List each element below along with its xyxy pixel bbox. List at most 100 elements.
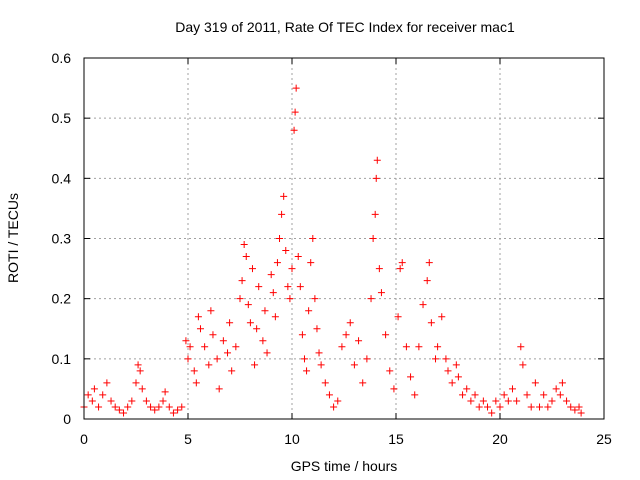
data-point bbox=[263, 349, 271, 357]
data-point bbox=[128, 397, 136, 405]
data-point bbox=[278, 210, 286, 218]
data-point bbox=[151, 406, 159, 414]
data-point bbox=[382, 331, 390, 339]
data-point bbox=[298, 331, 306, 339]
data-point bbox=[95, 403, 103, 411]
y-axis-label: ROTI / TECUs bbox=[5, 193, 21, 283]
data-point bbox=[311, 295, 319, 303]
data-point bbox=[309, 235, 317, 242]
data-point bbox=[363, 355, 371, 363]
data-point bbox=[540, 391, 548, 399]
data-point bbox=[459, 391, 467, 399]
data-point bbox=[284, 283, 292, 291]
y-tick-label: 0.2 bbox=[52, 291, 72, 307]
data-point bbox=[419, 301, 427, 309]
data-point bbox=[321, 379, 329, 387]
data-point bbox=[184, 355, 192, 363]
data-point bbox=[369, 235, 377, 242]
data-points bbox=[80, 84, 585, 417]
data-point bbox=[261, 307, 269, 315]
data-point bbox=[407, 373, 415, 381]
data-point bbox=[411, 391, 419, 399]
data-point bbox=[577, 409, 585, 417]
data-point bbox=[240, 241, 248, 249]
data-point bbox=[394, 313, 402, 321]
data-point bbox=[423, 277, 431, 285]
data-point bbox=[165, 403, 173, 411]
data-point bbox=[342, 331, 350, 339]
y-tick-label: 0.6 bbox=[52, 50, 72, 66]
data-point bbox=[508, 385, 516, 393]
data-point bbox=[120, 409, 128, 417]
data-point bbox=[280, 192, 288, 200]
data-point bbox=[531, 379, 539, 387]
y-tick-label: 0.1 bbox=[52, 351, 72, 367]
data-point bbox=[224, 349, 232, 357]
data-point bbox=[536, 403, 544, 411]
data-point bbox=[290, 126, 298, 134]
data-point bbox=[155, 403, 163, 411]
chart-title: Day 319 of 2011, Rate Of TEC Index for r… bbox=[175, 19, 515, 35]
data-point bbox=[375, 265, 383, 273]
data-point bbox=[115, 406, 123, 414]
data-point bbox=[242, 253, 250, 261]
data-point bbox=[359, 379, 367, 387]
data-point bbox=[159, 397, 167, 405]
data-point bbox=[255, 283, 263, 291]
data-point bbox=[124, 403, 132, 411]
x-tick-label: 20 bbox=[492, 431, 508, 447]
data-point bbox=[313, 325, 321, 333]
data-point bbox=[558, 379, 566, 387]
data-point bbox=[556, 391, 564, 399]
data-point bbox=[448, 379, 456, 387]
y-tick-label: 0 bbox=[63, 411, 71, 427]
data-point bbox=[575, 403, 583, 411]
data-point bbox=[186, 343, 194, 351]
data-point bbox=[523, 391, 531, 399]
data-point bbox=[548, 397, 556, 405]
x-tick-label: 10 bbox=[284, 431, 300, 447]
data-point bbox=[479, 397, 487, 405]
data-point bbox=[147, 403, 155, 411]
data-point bbox=[434, 343, 442, 351]
data-point bbox=[291, 108, 299, 116]
data-point bbox=[350, 361, 358, 369]
data-point bbox=[373, 156, 381, 164]
data-point bbox=[236, 295, 244, 303]
data-point bbox=[398, 259, 406, 267]
data-point bbox=[334, 397, 342, 405]
data-point bbox=[463, 385, 471, 393]
x-tick-label: 5 bbox=[184, 431, 192, 447]
data-point bbox=[544, 403, 552, 411]
data-point bbox=[567, 403, 575, 411]
data-point bbox=[132, 379, 140, 387]
data-point bbox=[209, 331, 217, 339]
data-point bbox=[253, 325, 261, 333]
data-point bbox=[282, 247, 290, 255]
data-point bbox=[219, 337, 227, 345]
data-point bbox=[496, 403, 504, 411]
data-point bbox=[500, 391, 508, 399]
data-point bbox=[174, 406, 182, 414]
x-tick-label: 25 bbox=[596, 431, 612, 447]
data-point bbox=[232, 343, 240, 351]
data-point bbox=[396, 265, 404, 273]
data-point bbox=[504, 397, 512, 405]
data-point bbox=[178, 403, 186, 411]
data-point bbox=[269, 289, 277, 297]
data-point bbox=[246, 319, 254, 327]
data-point bbox=[452, 361, 460, 369]
data-point bbox=[138, 385, 146, 393]
data-point bbox=[286, 295, 294, 303]
data-point bbox=[213, 355, 221, 363]
data-point bbox=[330, 403, 338, 411]
data-point bbox=[288, 265, 296, 273]
data-point bbox=[251, 361, 259, 369]
data-point bbox=[346, 319, 354, 327]
data-point bbox=[271, 313, 279, 321]
data-point bbox=[134, 361, 142, 369]
data-point bbox=[142, 397, 150, 405]
data-point bbox=[305, 307, 313, 315]
data-point bbox=[355, 337, 363, 345]
